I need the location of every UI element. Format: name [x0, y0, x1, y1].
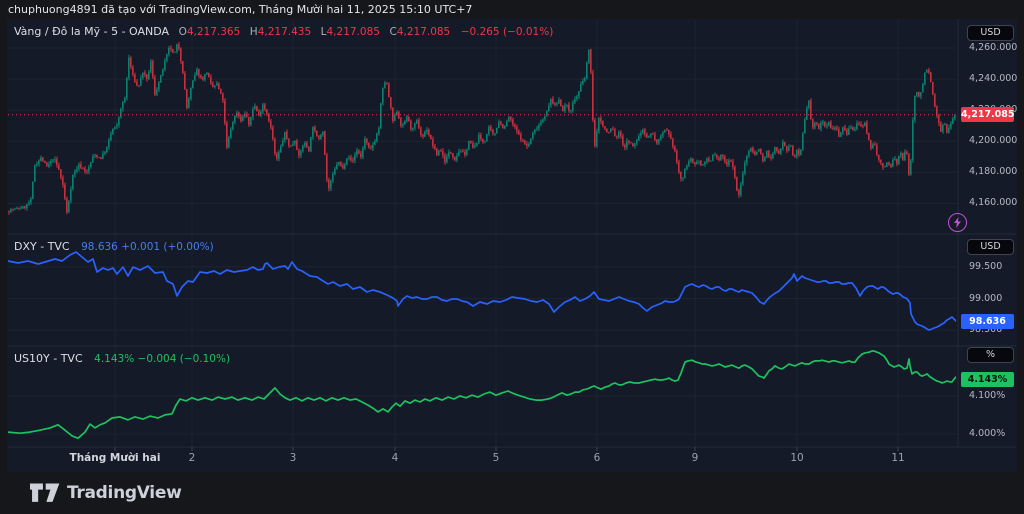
close-label: C — [389, 26, 397, 38]
time-axis-label: 10 — [790, 452, 804, 464]
tradingview-logo-icon — [30, 483, 60, 502]
us10y-axis-unit-button[interactable]: % — [967, 347, 1014, 363]
gold-last-price-badge: 4,217.085 — [961, 107, 1015, 123]
tradingview-logo[interactable]: TradingView — [30, 483, 182, 503]
us10y-legend[interactable]: US10Y - TVC 4.143% −0.004 (−0.10%) — [14, 352, 230, 365]
dxy-legend[interactable]: DXY - TVC 98.636 +0.001 (+0.00%) — [14, 240, 214, 253]
us10y-symbol-title[interactable]: US10Y - TVC — [14, 352, 83, 365]
time-axis-label: Tháng Mười hai — [69, 452, 161, 464]
time-axis[interactable] — [8, 447, 956, 472]
snapshot-topbar: chuphuong4891 đã tạo với TradingView.com… — [0, 0, 1024, 19]
gold-axis-unit-button[interactable]: USD — [967, 25, 1014, 41]
open-label: O — [178, 26, 187, 38]
gold-symbol-title[interactable]: Vàng / Đô la Mỹ - 5 - OANDA — [14, 25, 170, 38]
us10y-last-price-badge: 4.143% — [961, 372, 1014, 388]
time-axis-label: 5 — [492, 452, 500, 464]
time-axis-label: 3 — [289, 452, 297, 464]
dxy-symbol-title[interactable]: DXY - TVC — [14, 240, 70, 253]
dxy-axis-unit-button[interactable]: USD — [967, 239, 1014, 255]
time-axis-label: 2 — [188, 452, 196, 464]
snapshot-attribution: chuphuong4891 đã tạo với TradingView.com… — [8, 3, 473, 16]
time-axis-label: 4 — [391, 452, 399, 464]
flash-boost-button[interactable] — [948, 213, 967, 232]
low-value: 4,217.085 — [326, 26, 380, 38]
gold-change: −0.265 (−0.01%) — [460, 26, 554, 38]
lightning-icon — [954, 217, 961, 228]
time-axis-label: 6 — [593, 452, 601, 464]
time-axis-label: 11 — [891, 452, 905, 464]
gold-legend[interactable]: Vàng / Đô la Mỹ - 5 - OANDA O4,217.365 H… — [14, 25, 553, 38]
snapshot-footer — [0, 472, 1024, 514]
time-axis-label: 9 — [691, 452, 699, 464]
us10y-values: 4.143% −0.004 (−0.10%) — [94, 353, 231, 365]
dxy-values: 98.636 +0.001 (+0.00%) — [81, 241, 214, 253]
high-label: H — [249, 26, 258, 38]
open-value: 4,217.365 — [186, 26, 241, 38]
close-value: 4,217.085 — [396, 26, 451, 38]
gold-pane-canvas[interactable] — [8, 20, 956, 234]
tradingview-logo-text: TradingView — [67, 483, 182, 503]
high-value: 4,217.435 — [257, 26, 312, 38]
dxy-last-price-badge: 98.636 — [961, 314, 1014, 330]
